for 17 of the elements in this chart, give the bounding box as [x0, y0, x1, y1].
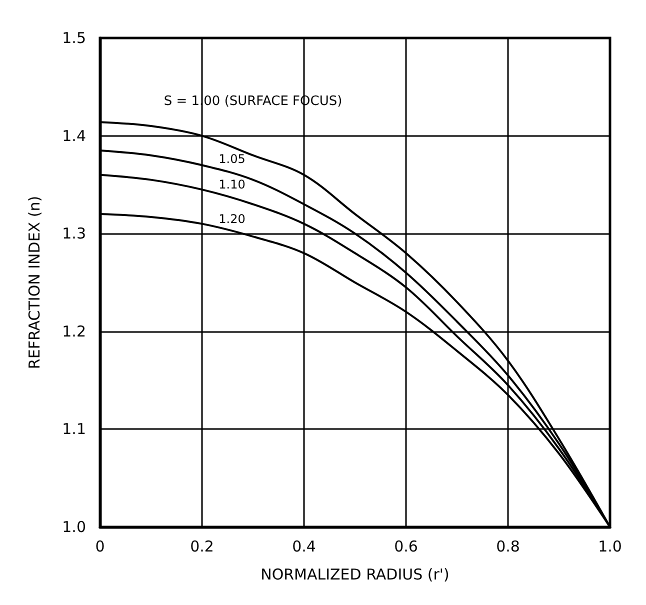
x-tick-label: 1.0: [598, 538, 622, 556]
y-tick-label: 1.5: [62, 29, 86, 47]
y-axis-title: REFRACTION INDEX (n): [26, 196, 44, 370]
y-tick-label: 1.0: [62, 518, 86, 536]
x-tick-label: 0.4: [292, 538, 316, 556]
series-label: 1.20: [218, 212, 246, 226]
y-tick-label: 1.2: [62, 322, 86, 340]
series-label: 1.10: [218, 178, 246, 192]
y-tick-label: 1.3: [62, 224, 86, 243]
x-tick-label: 0.2: [190, 538, 214, 556]
y-tick-label: 1.1: [62, 420, 86, 438]
x-tick-label: 0.8: [496, 538, 520, 556]
series-label: 1.05: [218, 152, 246, 166]
y-tick-label: 1.4: [62, 126, 86, 145]
x-tick-label: 0.6: [394, 538, 418, 556]
x-tick-label: 0: [95, 538, 105, 556]
x-axis-title: NORMALIZED RADIUS (r'): [260, 566, 450, 584]
